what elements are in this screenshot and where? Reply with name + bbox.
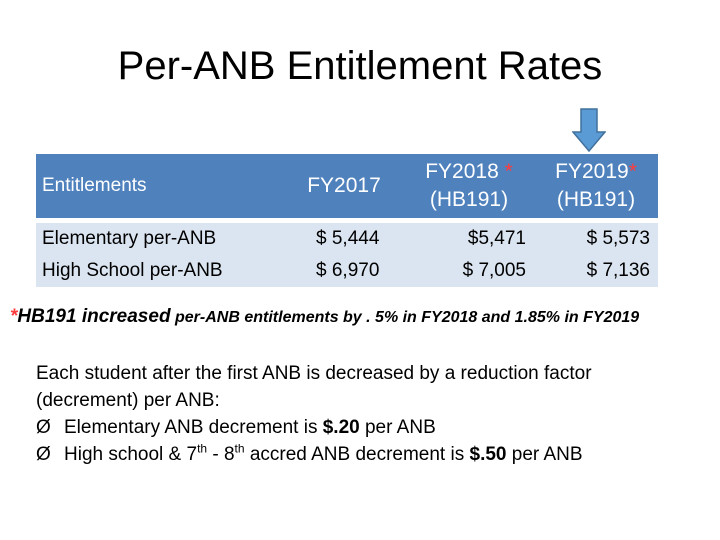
bullet1-value: $.20 — [322, 417, 360, 438]
header-entitlements: Entitlements — [42, 175, 147, 196]
bullet-arrow-icon: Ø — [36, 417, 51, 438]
header-fy2019-sub: (HB191) — [556, 188, 636, 211]
bullet1-post: per ANB — [359, 417, 436, 438]
header-fy2017: FY2017 — [307, 174, 381, 197]
footnote-star: * — [10, 306, 18, 327]
row-fy2017: $ 6,970 — [316, 260, 380, 281]
bullet1-pre: Elementary ANB decrement is — [64, 417, 323, 438]
row-label: Elementary per-ANB — [42, 228, 217, 249]
bullet-arrow-icon: Ø — [36, 444, 51, 465]
header-fy2018-sub: (HB191) — [429, 188, 509, 211]
row-fy2017: $ 5,444 — [316, 228, 380, 249]
header-fy2019: FY2019* (HB191) — [534, 154, 658, 218]
footnote-rest: per-ANB entitlements by . 5% in FY2018 a… — [170, 309, 640, 326]
bullet2-sup1: th — [197, 441, 208, 456]
para-line-1: Each student after the first ANB is decr… — [36, 363, 592, 384]
row-fy2019: $ 7,136 — [586, 260, 650, 281]
decrement-paragraph: Each student after the first ANB is decr… — [36, 360, 706, 468]
table-row: High School per-ANB $ 6,970 $ 7,005 $ 7,… — [36, 255, 658, 287]
page-title: Per-ANB Entitlement Rates — [117, 44, 603, 88]
header-fy2019-label: FY2019 — [555, 160, 629, 183]
entitlement-table: Entitlements FY2017 FY2018 * (HB191) FY2… — [36, 154, 658, 287]
footnote-lead: HB191 increased — [17, 306, 171, 327]
down-arrow-icon — [572, 108, 606, 152]
header-fy2018: FY2018 * (HB191) — [404, 154, 534, 218]
bullet2-value: $.50 — [469, 444, 507, 465]
footnote: *HB191 increased per-ANB entitlements by… — [10, 306, 710, 328]
table-row: Elementary per-ANB $ 5,444 $5,471 $ 5,57… — [36, 223, 658, 255]
row-fy2019: $ 5,573 — [586, 228, 650, 249]
row-fy2018: $ 7,005 — [462, 260, 526, 281]
bullet2-mid: - 8 — [207, 444, 235, 465]
row-fy2018: $5,471 — [467, 228, 526, 249]
header-fy2019-star: * — [628, 160, 637, 183]
bullet2-sup2: th — [234, 441, 245, 456]
table-header-row: Entitlements FY2017 FY2018 * (HB191) FY2… — [36, 154, 658, 218]
bullet2-mid2: accred ANB decrement is — [244, 444, 470, 465]
row-label: High School per-ANB — [42, 260, 223, 281]
para-line-2: (decrement) per ANB: — [36, 390, 220, 411]
header-fy2018-label: FY2018 — [425, 160, 499, 183]
bullet2-pre: High school & 7 — [64, 444, 198, 465]
header-fy2018-star: * — [498, 160, 513, 183]
bullet2-post: per ANB — [506, 444, 583, 465]
bullet-elementary: Ø Elementary ANB decrement is $.20 per A… — [36, 414, 706, 441]
bullet-highschool: Ø High school & 7th - 8th accred ANB dec… — [36, 441, 706, 468]
